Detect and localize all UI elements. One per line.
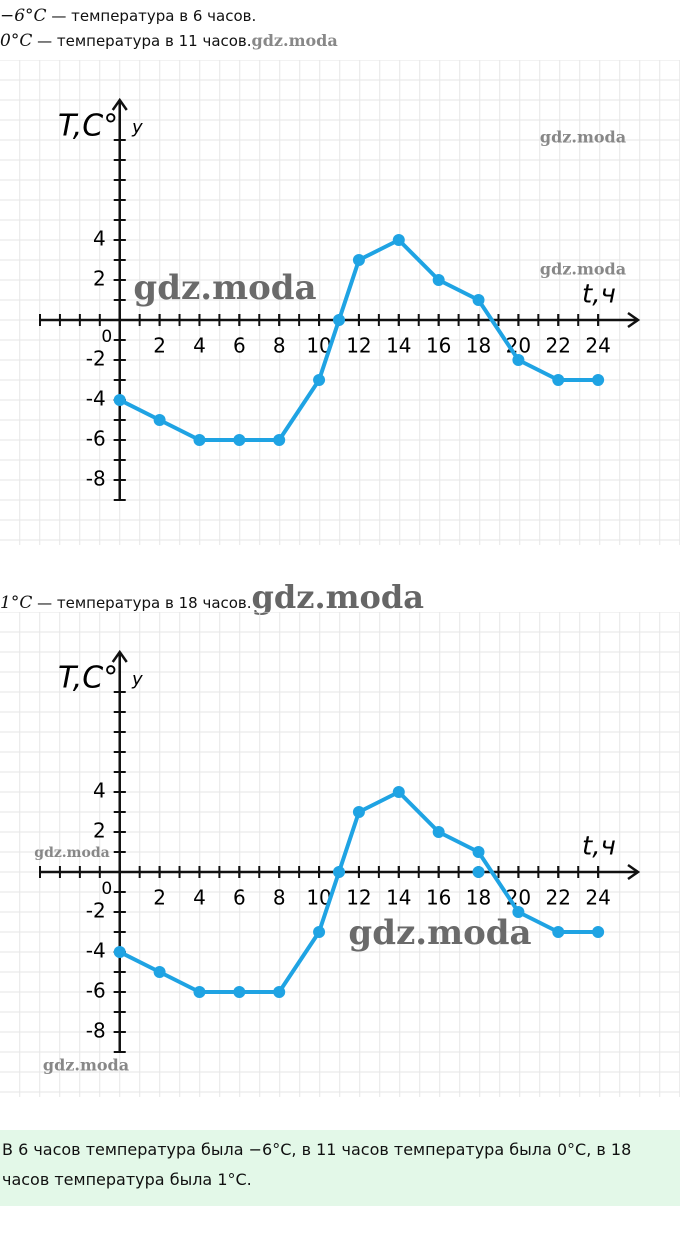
point — [472, 846, 485, 858]
text: — температура в 18 часов. — [32, 594, 252, 612]
watermark: gdz.moda — [540, 260, 626, 279]
y-tick-label: -8 — [86, 1019, 106, 1043]
x-tick-label: 6 — [233, 886, 246, 910]
arrow — [111, 649, 128, 663]
text: — температура в 6 часов. — [46, 7, 257, 25]
point — [352, 254, 365, 266]
point — [313, 926, 326, 938]
point — [193, 434, 206, 446]
arrow — [111, 97, 128, 111]
y-tick-label: 2 — [93, 819, 106, 843]
chart-panel: gdz.moda gdz.moda gdz.moda 0 2 4 6 8 10 12 14 16 18 2… — [0, 60, 680, 545]
point — [333, 866, 345, 878]
x-tick-label: 18 — [466, 334, 491, 358]
y-tick-label: 2 — [93, 267, 106, 291]
x-tick-label: 16 — [426, 334, 451, 358]
point — [313, 374, 326, 386]
arrow — [627, 863, 641, 881]
y-tick-label: 4 — [93, 779, 106, 803]
x-tick-label: 4 — [193, 334, 206, 358]
x-label: t,ч — [582, 280, 616, 310]
x-tick-label: 14 — [386, 334, 411, 358]
point — [273, 986, 286, 998]
y-axis-name: y — [131, 117, 143, 138]
point — [153, 414, 166, 426]
x-tick-label: 2 — [153, 886, 166, 910]
x-tick-label: 24 — [585, 886, 610, 910]
point — [333, 314, 345, 326]
line: 1°C — температура в 18 часов.gdz.moda — [0, 578, 424, 616]
x-tick-label: 22 — [546, 334, 571, 358]
x-tick-label: 12 — [346, 886, 371, 910]
y-tick-label: -4 — [86, 939, 106, 963]
point — [552, 374, 565, 386]
x-tick-label: 2 — [153, 334, 166, 358]
point — [432, 826, 445, 838]
x-tick-label: 18 — [466, 886, 491, 910]
y-tick-label: -2 — [86, 899, 106, 923]
x-tick-label: 0 — [101, 327, 112, 347]
y-label: T,C° — [58, 661, 118, 696]
x-tick-label: 12 — [346, 334, 371, 358]
answer: В 6 часов температура была −6°C, в 11 ча… — [0, 1130, 680, 1206]
point — [512, 906, 525, 918]
y-tick-label: -2 — [86, 347, 106, 371]
y-tick-label: -8 — [86, 467, 106, 491]
arrow — [627, 311, 641, 329]
watermark: gdz.moda — [34, 845, 109, 861]
watermark: gdz.moda — [133, 268, 316, 308]
point — [592, 374, 605, 386]
x-tick-label: 24 — [585, 334, 610, 358]
point — [392, 234, 405, 246]
point — [472, 294, 485, 306]
line — [118, 238, 599, 442]
math: 1°C — [0, 593, 33, 613]
line: 0°C — температура в 11 часов.gdz.moda — [0, 31, 338, 51]
watermark: gdz.moda — [348, 913, 531, 953]
chart-panel: gdz.moda gdz.moda gdz.moda 0 2 4 6 8 10 12 14 16 18 2… — [0, 612, 680, 1097]
x-tick-label: 16 — [426, 886, 451, 910]
point — [552, 926, 565, 938]
highlight-point — [472, 866, 485, 878]
point — [592, 926, 605, 938]
point — [273, 434, 286, 446]
x-tick-label: 4 — [193, 886, 206, 910]
point — [113, 394, 126, 406]
point — [432, 274, 445, 286]
x-tick-label: 6 — [233, 334, 246, 358]
point — [512, 354, 525, 366]
text: — температура в 11 часов. — [32, 32, 252, 50]
x-tick-label: 22 — [546, 886, 571, 910]
point — [193, 986, 206, 998]
point — [233, 434, 246, 446]
line: −6°C — температура в 6 часов. — [0, 6, 256, 26]
line — [118, 790, 599, 994]
math: −6°C — [0, 6, 47, 26]
point — [392, 786, 405, 798]
y-tick-label: 4 — [93, 227, 106, 251]
watermark: gdz.moda — [43, 1056, 129, 1075]
point — [113, 946, 126, 958]
x-label: t,ч — [582, 832, 616, 862]
point — [233, 986, 246, 998]
y-tick-label: -6 — [86, 427, 106, 451]
watermark: gdz.moda — [540, 128, 626, 147]
x-tick-label: 0 — [101, 879, 112, 899]
watermark: gdz.moda — [251, 578, 424, 616]
x-tick-label: 14 — [386, 886, 411, 910]
watermark: gdz.moda — [251, 31, 338, 50]
y-tick-label: -4 — [86, 387, 106, 411]
point — [352, 806, 365, 818]
x-tick-label: 8 — [273, 886, 286, 910]
y-tick-label: -6 — [86, 979, 106, 1003]
y-axis-name: y — [131, 669, 143, 690]
math: 0°C — [0, 31, 33, 51]
y-label: T,C° — [58, 109, 118, 144]
x-tick-label: 8 — [273, 334, 286, 358]
point — [153, 966, 166, 978]
